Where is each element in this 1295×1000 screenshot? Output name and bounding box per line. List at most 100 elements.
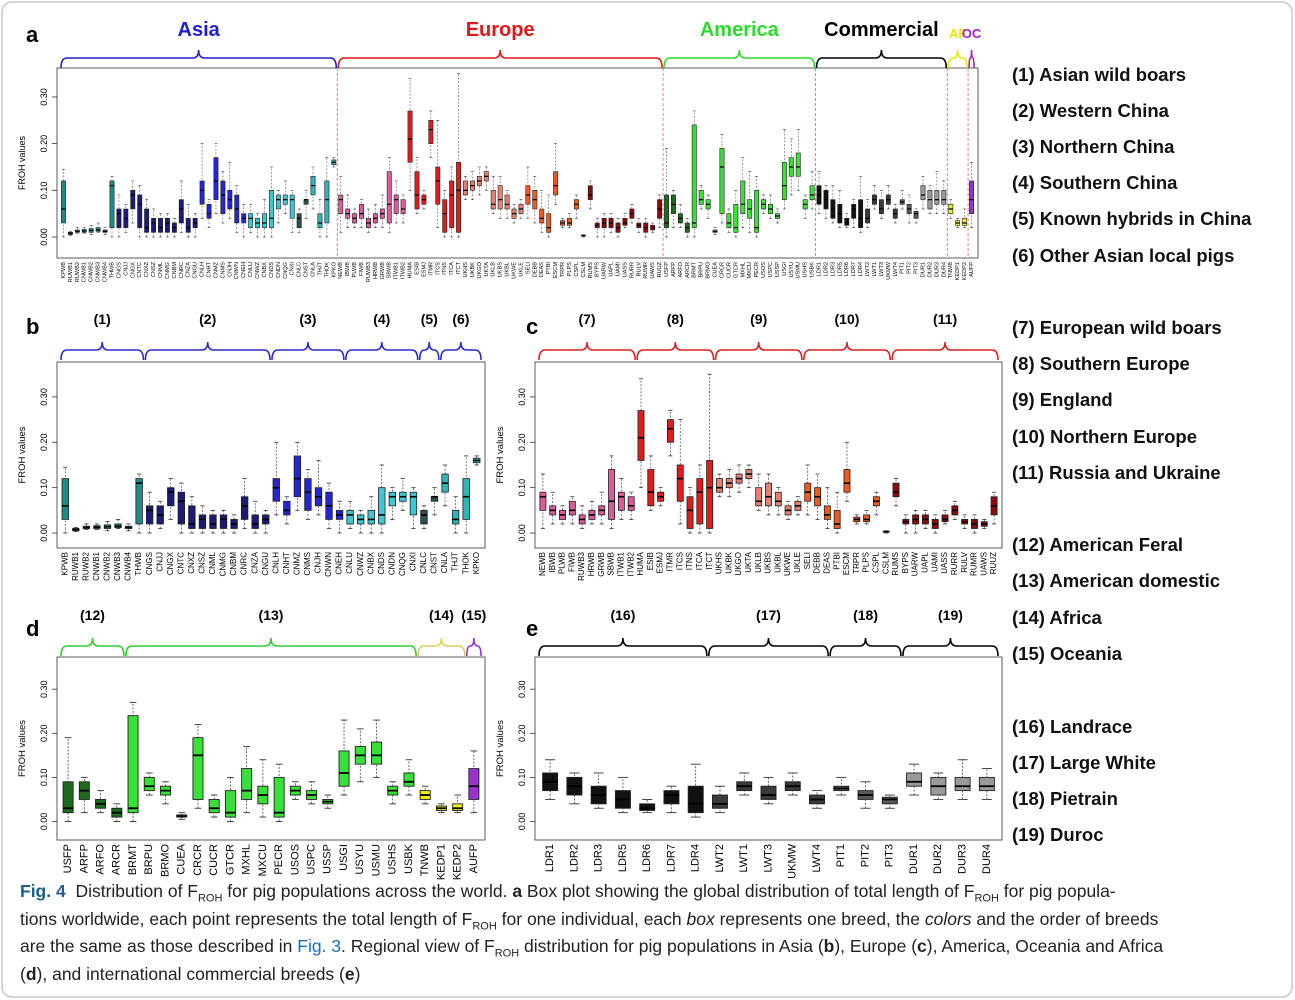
y-tick-label: 0.10 xyxy=(39,769,49,787)
box xyxy=(61,180,66,224)
x-tick-label: CSLM xyxy=(581,262,587,278)
x-tick-label: CNWN xyxy=(234,262,240,279)
box xyxy=(224,790,236,818)
box xyxy=(962,218,968,226)
y-tick-label: 0.30 xyxy=(517,388,527,406)
box xyxy=(617,491,625,511)
x-tick-label: CNGS xyxy=(145,552,154,575)
group-label: (10) xyxy=(835,311,860,327)
y-tick-label: 0.10 xyxy=(517,479,527,497)
x-tick-label: UKBL xyxy=(505,262,511,277)
x-tick-label: PIT3 xyxy=(914,262,920,274)
box xyxy=(209,514,217,529)
box xyxy=(934,190,940,205)
x-tick-label: CNWB1 xyxy=(82,262,88,282)
x-tick-label: KEDP2 xyxy=(962,262,968,280)
x-tick-label: USSP xyxy=(775,262,781,278)
caption-text: ), Europe ( xyxy=(834,936,918,956)
x-tick-label: IBWB xyxy=(345,262,351,277)
box xyxy=(858,199,864,228)
x-tick-label: CNEH xyxy=(241,262,247,278)
box xyxy=(293,455,302,498)
x-tick-label: LWT1 xyxy=(872,262,878,277)
caption-text: and the order of breeds xyxy=(971,908,1159,929)
x-tick-label: CUCR xyxy=(726,262,732,278)
x-tick-label: CNDS xyxy=(269,262,275,278)
box xyxy=(647,469,655,507)
x-tick-label: CNWZ xyxy=(356,552,365,576)
box xyxy=(553,171,559,196)
box xyxy=(716,478,723,493)
box xyxy=(135,478,143,525)
box xyxy=(696,478,704,525)
x-tick-label: CNBM xyxy=(172,262,178,279)
x-tick-label: USYU xyxy=(789,262,795,278)
x-tick-label: KPKO xyxy=(331,261,337,277)
legend-entry: (7) European wild boars xyxy=(1012,317,1222,338)
x-tick-label: CNLC xyxy=(297,262,303,277)
x-tick-label: USHS xyxy=(387,844,399,875)
x-tick-label: RUWB2 xyxy=(75,262,81,282)
x-tick-label: CNJH xyxy=(314,552,323,574)
brace xyxy=(60,637,125,657)
x-tick-label: ESCM xyxy=(842,552,851,575)
box xyxy=(388,491,396,507)
x-tick-label: CNLH xyxy=(200,262,206,277)
x-tick-label: CNHT xyxy=(207,261,213,277)
x-tick-label: UKGO xyxy=(734,552,743,576)
x-tick-label: GTCR xyxy=(224,844,236,875)
x-tick-label: CNDN xyxy=(387,552,396,575)
box xyxy=(765,482,772,507)
box xyxy=(378,487,386,525)
x-tick-label: CNXZ xyxy=(187,552,196,574)
box xyxy=(151,218,157,233)
legend-entry: (12) American Feral xyxy=(1012,534,1183,555)
box xyxy=(164,218,170,233)
box xyxy=(755,487,763,507)
x-tick-label: UASS xyxy=(622,262,628,278)
box xyxy=(143,776,155,792)
brace xyxy=(60,341,145,361)
box xyxy=(719,147,725,214)
box xyxy=(865,208,871,224)
x-tick-label: LDR2 xyxy=(568,844,580,872)
x-tick-label: CNTC xyxy=(176,552,185,574)
box xyxy=(371,741,382,765)
box xyxy=(403,772,415,787)
box xyxy=(913,211,919,219)
box xyxy=(663,790,680,805)
caption-text: for one individual, each xyxy=(496,908,687,929)
brace xyxy=(465,637,482,657)
legend-entry: (10) Northern Europe xyxy=(1012,426,1197,447)
box xyxy=(192,737,204,800)
brace xyxy=(663,49,816,69)
box xyxy=(304,478,312,511)
x-tick-label: DUR2 xyxy=(932,844,944,874)
caption-figure-link[interactable]: Fig. 3 xyxy=(297,936,342,956)
brace xyxy=(815,49,948,69)
x-tick-label: LDR4 xyxy=(690,844,702,872)
legend-entry: (19) Duroc xyxy=(1012,824,1104,845)
box xyxy=(338,750,350,787)
caption-text: ( xyxy=(20,963,26,984)
x-tick-label: LWT4 xyxy=(893,262,899,277)
x-tick-label: CNWN xyxy=(324,552,333,577)
box xyxy=(241,768,253,800)
x-tick-label: USOS xyxy=(289,844,301,875)
box xyxy=(206,204,212,219)
x-tick-label: TNWB xyxy=(419,844,431,876)
x-tick-label: KEDP2 xyxy=(452,844,464,880)
x-tick-label: DUR2 xyxy=(927,262,933,277)
x-tick-label: UKTA xyxy=(484,262,490,277)
x-tick-label: UKLB xyxy=(491,262,497,277)
caption: Fig. 4 Distribution of FROH for pig popu… xyxy=(20,878,1280,988)
x-tick-label: LDR5 xyxy=(617,844,629,872)
x-tick-label: PIT2 xyxy=(859,844,871,867)
brace xyxy=(947,49,968,69)
x-tick-label: DUR1 xyxy=(920,262,926,277)
brace xyxy=(440,341,482,361)
box xyxy=(452,803,464,811)
x-tick-label: CNLC xyxy=(419,552,428,574)
x-tick-label: CNDS xyxy=(377,552,386,575)
